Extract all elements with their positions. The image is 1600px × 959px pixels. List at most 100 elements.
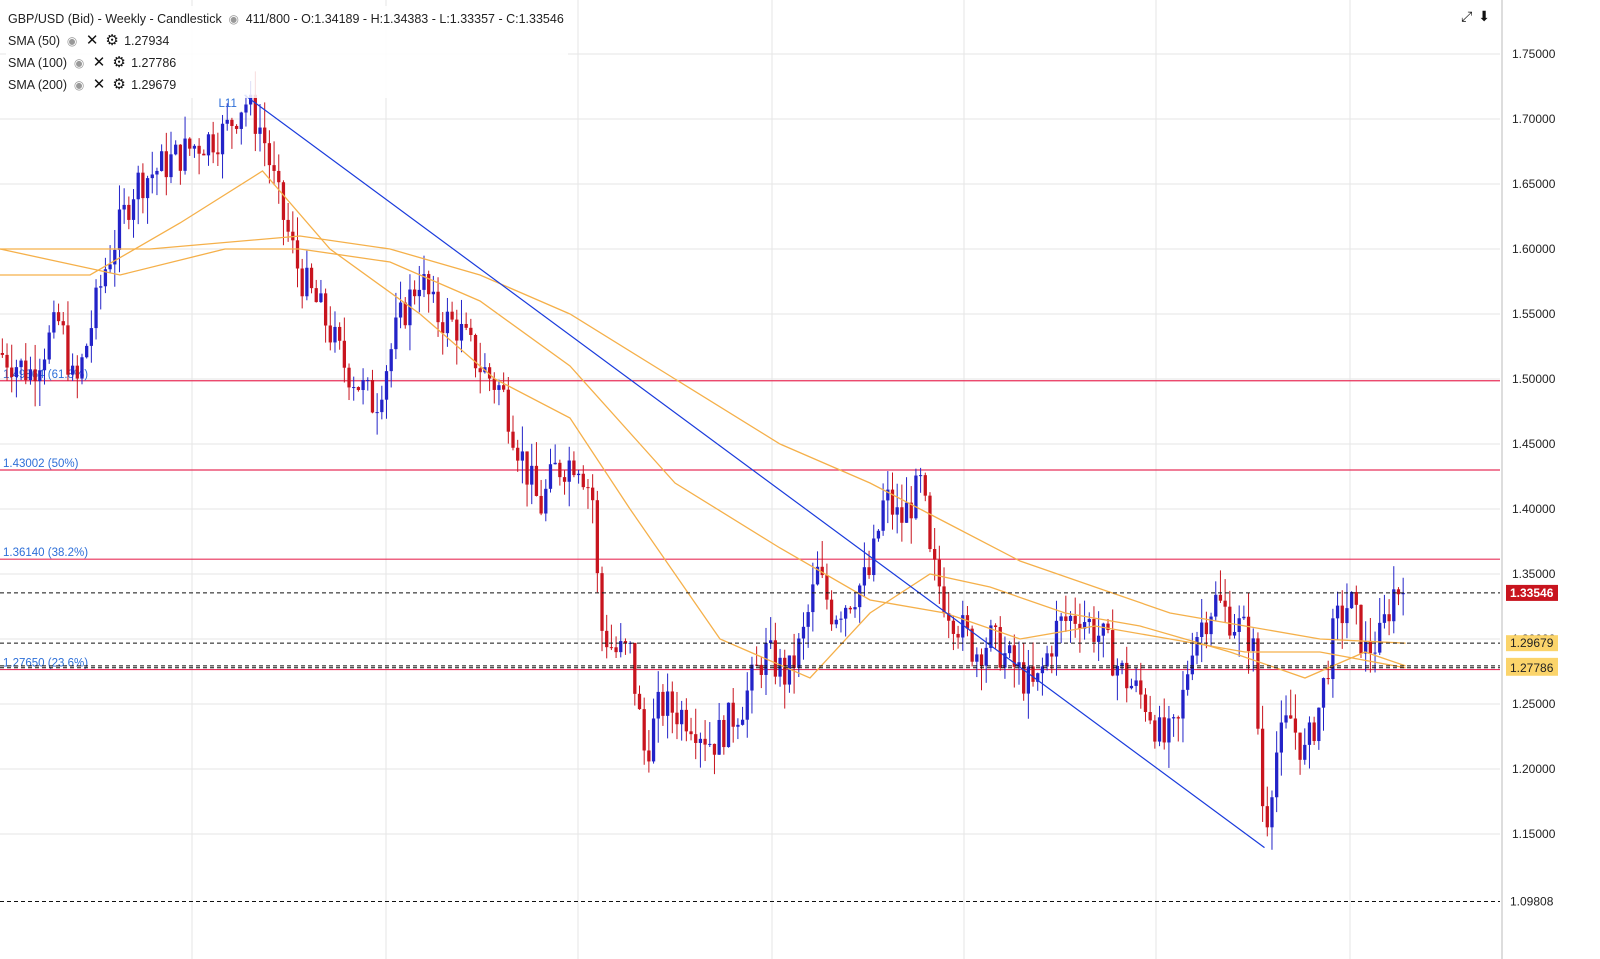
eye-icon[interactable]: ◉: [73, 56, 85, 70]
candle-body: [234, 125, 239, 129]
candle-body: [1260, 728, 1265, 807]
candle-body: [886, 489, 890, 501]
candle-body: [680, 709, 684, 725]
candle-body: [366, 379, 370, 381]
candle-body: [338, 326, 342, 341]
close-icon[interactable]: ✕: [92, 76, 106, 93]
expand-icon[interactable]: ⤢: [1461, 8, 1473, 24]
indicator-label: SMA (100): [8, 56, 68, 70]
candle-body: [1073, 615, 1077, 624]
candle-body: [267, 143, 272, 166]
candle-body: [1120, 662, 1124, 666]
candle-body: [942, 586, 946, 614]
y-tick-label: 1.50000: [1512, 372, 1556, 386]
candle-body: [511, 431, 515, 448]
price-tag-label: 1.27786: [1510, 661, 1554, 675]
candle-body: [178, 144, 183, 171]
candle-body: [277, 170, 281, 183]
candle-body: [797, 638, 801, 669]
close-icon[interactable]: ✕: [85, 32, 99, 49]
candle-body: [380, 399, 384, 413]
candle-body: [403, 302, 407, 326]
candle-body: [1012, 645, 1016, 667]
candle-body: [890, 489, 895, 515]
candle-body: [1050, 653, 1054, 657]
candle-body: [1218, 594, 1223, 601]
candle-body: [70, 365, 75, 375]
candle-body: [281, 182, 286, 220]
candle-body: [1101, 623, 1105, 636]
candle-body: [1125, 662, 1129, 689]
candle-body: [904, 502, 909, 523]
candle-body: [1340, 605, 1344, 624]
candle-body: [544, 488, 548, 514]
indicator-sma-200: SMA (200) ◉ ✕ ⚙ 1.29679: [8, 74, 564, 96]
candle-body: [342, 340, 346, 368]
candle-body: [370, 379, 375, 413]
candle-body: [609, 647, 614, 649]
candle-body: [722, 719, 726, 748]
candle-body: [412, 289, 417, 297]
candle-body: [909, 502, 913, 519]
candle-body: [1153, 720, 1157, 742]
close-icon[interactable]: ✕: [92, 54, 106, 71]
candle-body: [801, 626, 806, 639]
candle-body: [1209, 616, 1213, 635]
candle-body: [473, 334, 478, 369]
candle-body: [206, 134, 211, 156]
chart-header: GBP/USD (Bid) - Weekly - Candlestick ◉ 4…: [8, 8, 564, 30]
eye-icon[interactable]: ◉: [66, 34, 78, 48]
candle-body: [113, 249, 117, 265]
candle-body: [141, 172, 145, 199]
candle-body: [661, 691, 665, 716]
candle-body: [1396, 589, 1401, 595]
price-tag-label: 1.29679: [1510, 636, 1554, 650]
candle-body: [876, 530, 881, 539]
candle-body: [867, 567, 871, 576]
candle-body: [188, 138, 192, 149]
candle-body: [127, 204, 131, 220]
candle-body: [42, 359, 47, 371]
candle-body: [352, 387, 356, 389]
candle-body: [1186, 674, 1190, 690]
candle-body: [1143, 694, 1148, 713]
download-icon[interactable]: ⬇: [1478, 8, 1490, 24]
candle-body: [464, 323, 468, 328]
candle-body: [347, 367, 351, 388]
candle-body: [1256, 638, 1260, 729]
candle-body: [14, 367, 19, 378]
candle-body: [1167, 718, 1171, 743]
candle-body: [937, 559, 941, 587]
eye-icon[interactable]: ◉: [228, 12, 239, 26]
candle-body: [61, 321, 65, 326]
y-tick-label: 1.35000: [1512, 567, 1556, 581]
candle-body: [478, 368, 482, 373]
fib-level-label: 1.27650 (23.6%): [3, 658, 88, 670]
candle-body: [5, 354, 9, 368]
candle-body: [1171, 717, 1176, 719]
candle-body: [455, 319, 459, 341]
candle-body: [436, 291, 440, 323]
candle-body: [731, 702, 735, 727]
gear-icon[interactable]: ⚙: [112, 54, 126, 71]
candle-body: [450, 311, 454, 320]
candle-body: [1111, 630, 1115, 676]
gear-icon[interactable]: ⚙: [105, 32, 119, 49]
sma-line: [0, 248, 1406, 669]
candle-body: [1096, 635, 1101, 642]
candle-body: [834, 619, 838, 625]
eye-icon[interactable]: ◉: [73, 78, 85, 92]
candle-body: [1176, 717, 1180, 719]
y-tick-label: 1.40000: [1512, 502, 1556, 516]
candle-body: [38, 370, 42, 382]
candle-body: [1082, 622, 1087, 629]
candle-body: [951, 620, 956, 634]
indicator-value: 1.27786: [131, 56, 177, 70]
candle-body: [263, 127, 267, 144]
trendline[interactable]: [244, 94, 1265, 849]
gear-icon[interactable]: ⚙: [112, 76, 126, 93]
candle-body: [825, 575, 829, 600]
candle-body: [787, 655, 792, 685]
